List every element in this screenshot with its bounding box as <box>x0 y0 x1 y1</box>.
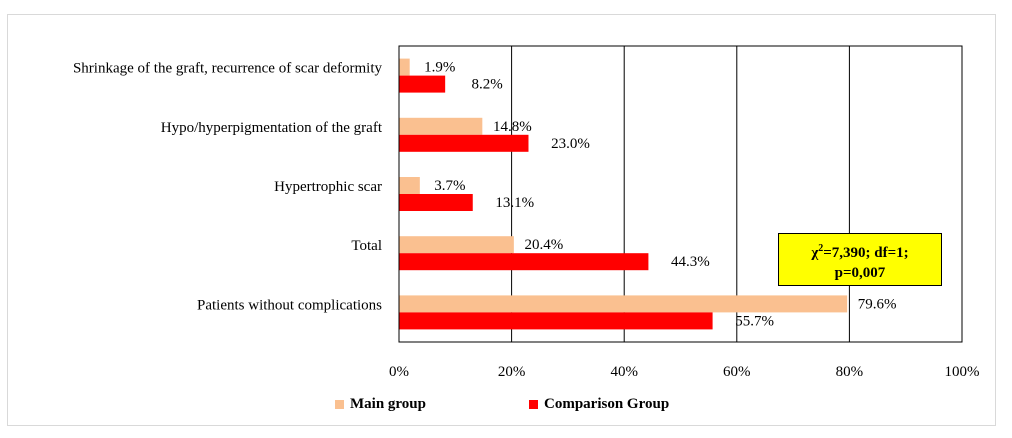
data-label: 14.8% <box>493 119 532 135</box>
bar-main <box>399 177 420 194</box>
bar-comparison <box>399 75 446 93</box>
bar-comparison <box>399 312 713 330</box>
legend-item-comparison-group: Comparison Group <box>529 396 669 413</box>
chi-superscript: 2 <box>818 243 824 254</box>
x-tick-label: 0% <box>389 364 409 380</box>
bar-comparison <box>399 253 649 271</box>
legend-item-main-group: Main group <box>335 396 426 413</box>
data-label: 3.7% <box>434 178 465 194</box>
bar-main <box>399 236 514 254</box>
data-label: 44.3% <box>671 254 710 270</box>
category-label: Patients without complications <box>197 297 382 313</box>
chart-frame <box>7 14 996 426</box>
label-layer: 1.9% 14.8% 3.7% 20.4% 79.6% 8.2% 23.0% 13.1% 44.… <box>424 60 896 330</box>
bar-comparison <box>399 134 529 152</box>
category-labels: Shrinkage of the graft, recurrence of sc… <box>73 61 383 314</box>
x-tick-labels: 0% 20% 40% 60% 80% 100% <box>389 364 980 380</box>
data-label: 23.0% <box>551 136 590 152</box>
statistics-annotation: χ2=7,390; df=1; p=0,007 <box>778 233 942 286</box>
plot-area-border <box>398 45 963 343</box>
bar-main <box>399 295 848 313</box>
data-label: 8.2% <box>472 77 503 93</box>
legend-swatch-main <box>335 400 344 409</box>
x-tick-label: 60% <box>723 364 751 380</box>
data-label: 1.9% <box>424 60 455 76</box>
bar-layer <box>399 58 848 330</box>
x-tick-label: 80% <box>836 364 864 380</box>
category-label: Hypertrophic scar <box>274 179 382 195</box>
stats-line2: p=0,007 <box>834 265 886 281</box>
data-label: 20.4% <box>524 237 563 253</box>
legend-label-main: Main group <box>350 396 426 412</box>
data-label: 55.7% <box>735 313 774 329</box>
legend-swatch-comparison <box>529 400 538 409</box>
bar-main <box>399 58 410 76</box>
x-tick-label: 100% <box>945 364 980 380</box>
grid-layer <box>511 46 850 342</box>
legend-label-comparison: Comparison Group <box>544 396 670 412</box>
data-label: 79.6% <box>858 296 897 312</box>
stats-line1: =7,390; df=1; <box>823 245 909 261</box>
chi-symbol: χ <box>811 245 819 261</box>
x-tick-label: 40% <box>610 364 638 380</box>
category-label: Total <box>351 238 382 254</box>
category-label: Hypo/hyperpigmentation of the graft <box>161 120 383 136</box>
bar-comparison <box>399 194 473 211</box>
x-tick-label: 20% <box>498 364 526 380</box>
category-label: Shrinkage of the graft, recurrence of sc… <box>73 61 383 77</box>
data-label: 13.1% <box>495 195 534 211</box>
bar-main <box>399 117 483 135</box>
